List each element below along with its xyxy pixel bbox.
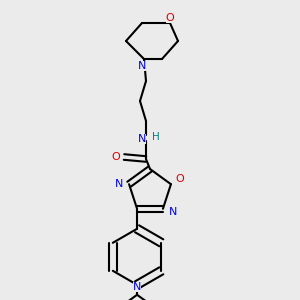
Text: N: N — [138, 61, 146, 71]
Text: N: N — [169, 207, 177, 217]
Text: N: N — [115, 179, 123, 189]
Text: O: O — [166, 13, 174, 23]
Text: H: H — [152, 132, 160, 142]
Text: O: O — [176, 174, 184, 184]
Text: N: N — [138, 134, 146, 144]
Text: N: N — [133, 282, 141, 292]
Text: O: O — [112, 152, 120, 162]
